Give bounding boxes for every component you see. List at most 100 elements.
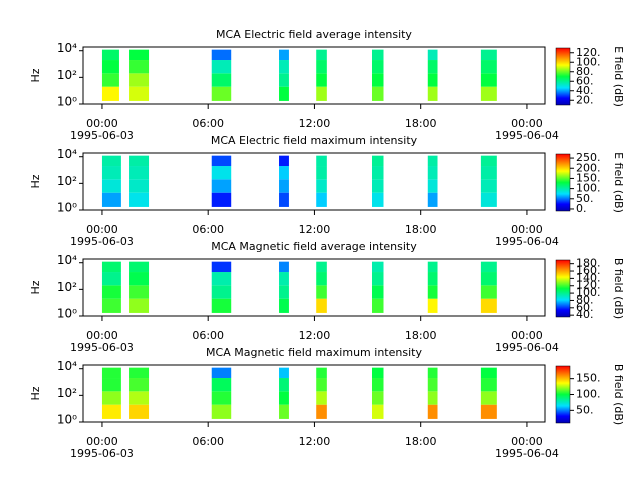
y-tick-label: 10⁴ [57,253,77,267]
heat-cell [129,298,150,313]
x-tick-label: 18:00 [405,117,437,130]
heat-cell [427,272,438,286]
heat-cell [101,272,121,286]
x-date-label: 1995-06-04 [495,341,559,354]
heat-cell [371,86,384,101]
heat-cell [279,391,289,405]
heat-cell [101,49,119,61]
heat-cell [279,285,289,299]
colorbar-tick-label: 250. [576,151,601,164]
heat-cell [101,367,121,379]
heat-cell [279,272,289,286]
heat-cell [427,192,438,207]
heat-cell [480,378,497,392]
heat-cell [480,261,497,273]
heat-cell [129,60,150,74]
panel-title: MCA Magnetic field maximum intensity [206,346,422,359]
heat-cell [101,404,121,419]
x-tick-label: 00:00 [86,223,118,236]
x-tick-label: 12:00 [299,435,331,448]
colorbar-tick-label: 160. [576,264,601,277]
colorbar-tick-label: 50. [576,192,594,205]
heat-cell [480,179,497,193]
colorbar-tick-label: 100. [576,55,601,68]
heat-cell [101,86,119,101]
heat-cell [480,404,497,419]
heat-cell [427,378,438,392]
heat-cell [279,192,289,207]
x-tick-label: 00:00 [86,435,118,448]
y-tick-label: 10⁴ [57,359,77,373]
heat-cell [211,86,232,101]
heat-cell [279,73,289,87]
heat-cell [427,49,438,61]
heat-cell [279,179,289,193]
heat-cell [211,367,232,379]
heat-cell [129,166,150,180]
panel-title: MCA Electric field average intensity [216,28,412,41]
heat-cell [371,155,384,167]
heat-cell [101,298,121,313]
heat-cell [371,261,384,273]
heat-cell [371,73,384,87]
heat-cell [101,155,121,167]
heat-cell [129,378,150,392]
x-tick-label: 00:00 [511,223,543,236]
heat-cell [129,367,150,379]
x-tick-label: 00:00 [511,329,543,342]
heat-cell [371,285,384,299]
heat-cell [480,192,497,207]
heat-cell [129,155,150,167]
heat-cell [371,272,384,286]
y-tick-label: 10² [57,280,77,294]
heat-cell [211,298,232,313]
y-tick-label: 10⁴ [57,147,77,161]
plot-frame [82,258,546,317]
colorbar-tick-label: 120. [576,46,601,59]
heat-cell [129,404,150,419]
x-tick-label: 18:00 [405,329,437,342]
colorbar [555,153,571,212]
heat-cell [371,404,384,419]
heat-cell [129,261,150,273]
heat-cell [129,285,150,299]
y-tick-label: 10² [57,174,77,188]
x-tick-label: 18:00 [405,435,437,448]
x-tick-label: 06:00 [192,117,224,130]
heat-cell [480,86,497,101]
heat-cell [279,378,289,392]
x-date-label: 1995-06-03 [70,447,134,460]
heat-cell [211,155,232,167]
heat-cell [480,155,497,167]
colorbar-tick-label: 80. [576,293,594,306]
colorbar-label: B field (dB) [612,364,625,425]
heat-cell [316,261,327,273]
x-tick-label: 00:00 [86,329,118,342]
heat-cell [101,179,121,193]
heat-cell [316,179,327,193]
heat-cell [316,166,327,180]
x-tick-label: 12:00 [299,329,331,342]
heat-cell [279,155,289,167]
heat-cell [316,298,327,313]
colorbar-tick-label: 60. [576,74,594,87]
heat-cell [427,179,438,193]
heat-cell [480,298,497,313]
heat-cell [427,261,438,273]
colorbar [555,365,571,424]
heat-cell [371,166,384,180]
heat-cell [371,298,384,313]
y-tick-label: 10⁰ [57,307,77,321]
heat-cell [480,367,497,379]
colorbar-tick-label: 120. [576,279,601,292]
heat-cell [316,272,327,286]
heat-cell [211,404,232,419]
y-tick-label: 10⁴ [57,41,77,55]
heat-cell [427,285,438,299]
colorbar-tick-label: 100. [576,182,601,195]
x-tick-label: 00:00 [86,117,118,130]
colorbar-label: B field (dB) [612,258,625,319]
heat-cell [371,391,384,405]
colorbar [555,47,571,106]
heat-cell [371,378,384,392]
